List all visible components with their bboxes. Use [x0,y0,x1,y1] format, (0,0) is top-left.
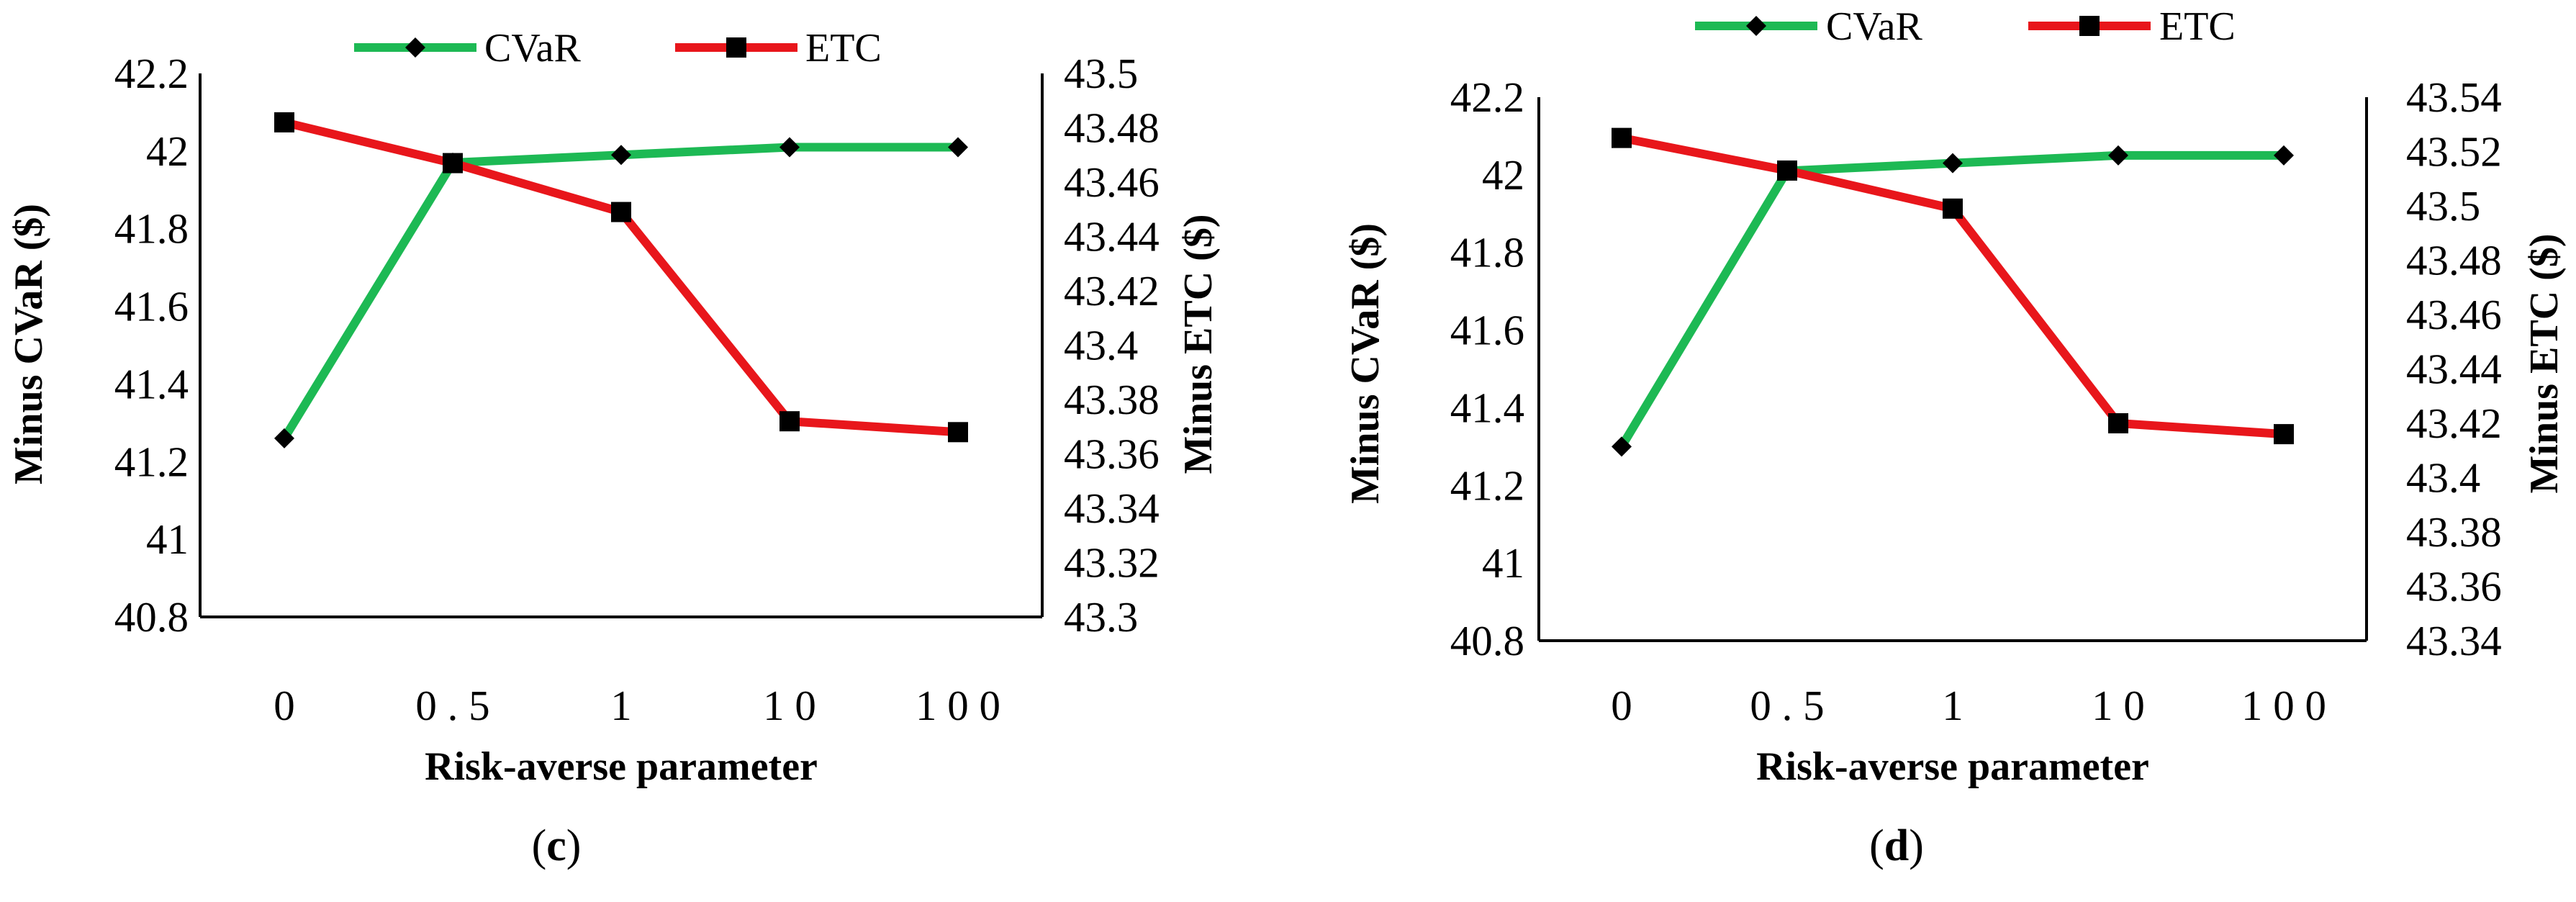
right-y-tick-label: 43.44 [2406,346,2502,393]
right-y-tick-label: 43.34 [2406,617,2502,664]
etc-point-marker [948,422,968,443]
etc-point-marker [1943,198,1963,219]
right-y-tick-label: 43.48 [1064,104,1160,152]
right-y-tick-label: 43.32 [1064,539,1160,587]
left-y-tick-label: 41.8 [114,205,189,253]
right-y-tick-label: 43.4 [1064,322,1138,369]
right-y-tick-label: 43.3 [1064,593,1138,641]
left-y-axis-title: Minus CVaR ($) [1343,223,1388,504]
cvar-point-marker [2108,145,2128,166]
legend-diamond-icon [405,37,425,58]
legend-square-icon [2079,16,2100,36]
caption-open-paren: ( [532,821,547,870]
etc-point-marker [274,112,294,132]
etc-series [274,112,968,443]
cvar-point-marker [2274,145,2294,166]
cvar-point-marker [779,137,800,158]
left-y-tick-label: 41.4 [114,360,189,407]
etc-point-marker [1612,127,1632,148]
left-y-tick-label: 41 [146,515,189,563]
x-tick-label: 1 [610,682,632,729]
etc-point-marker [2274,424,2294,445]
x-tick-label: 0 . 5 [1750,682,1824,729]
right-y-tick-label: 43.44 [1064,213,1160,261]
x-axis-title: Risk-averse parameter [1756,744,2149,789]
cvar-point-marker [611,145,631,166]
left-y-tick-label: 42.2 [1450,73,1524,121]
right-y-tick-label: 43.38 [2406,508,2502,556]
x-tick-label: 0 [274,682,295,729]
left-y-tick-label: 41.6 [1450,307,1524,354]
right-y-tick-label: 43.4 [2406,454,2480,502]
right-y-tick-label: 43.5 [2406,182,2480,230]
chart-panel: 40.8 41 41.2 41.4 41.6 41.8 42 42.2 43.34 43.36 43… [1343,4,2567,870]
etc-point-marker [611,202,631,222]
left-y-tick-label: 42 [1482,151,1524,199]
right-y-tick-label: 43.5 [1064,50,1138,97]
x-tick-label: 1 0 0 [2241,682,2326,729]
etc-point-marker [779,411,800,432]
etc-series [1612,127,2294,445]
caption-close-paren: ) [566,821,582,870]
right-y-tick-label: 43.46 [1064,158,1160,206]
left-y-tick-label: 41.8 [1450,229,1524,276]
etc-point-marker [443,153,463,173]
left-y-axis-title: Minus CVaR ($) [6,204,51,484]
etc-point-marker [1777,160,1797,181]
left-y-tick-label: 41.2 [1450,461,1524,509]
caption-close-paren: ) [1909,821,1924,870]
caption-open-paren: ( [1869,821,1884,870]
x-tick-label: 1 [1942,682,1963,729]
legend: CVaR ETC [1695,4,2236,49]
left-y-tick-label: 40.8 [1450,617,1524,664]
right-y-tick-label: 43.52 [2406,128,2502,176]
right-y-tick-label: 43.42 [1064,267,1160,315]
right-y-axis-title: Minus ETC ($) [1176,215,1221,474]
left-y-tick-label: 41 [1482,539,1524,587]
chart-panel: 40.8 41 41.2 41.4 41.6 41.8 42 42.2 43.3 43.32 43.… [6,26,1221,870]
cvar-series [1612,145,2294,457]
cvar-point-marker [948,137,968,158]
left-y-tick-label: 41.4 [1450,384,1524,431]
right-y-tick-label: 43.38 [1064,376,1160,423]
left-y-tick-label: 41.6 [114,283,189,330]
x-tick-label: 0 . 5 [415,682,489,729]
left-y-tick-label: 40.8 [114,593,189,641]
right-y-tick-label: 43.42 [2406,400,2502,447]
right-y-tick-label: 43.46 [2406,291,2502,338]
cvar-point-marker [1612,436,1632,457]
x-tick-label: 1 0 0 [916,682,1000,729]
cvar-point-marker [274,428,294,448]
right-y-tick-label: 43.36 [1064,430,1160,478]
legend-etc-label: ETC [805,26,882,71]
right-y-tick-label: 43.54 [2406,73,2502,121]
caption-letter: d [1884,821,1909,870]
right-y-axis-title: Minus ETC ($) [2522,234,2567,494]
right-y-tick-label: 43.34 [1064,484,1160,532]
caption-letter: c [546,821,566,870]
panel-caption: (c) [532,821,582,870]
cvar-point-marker [1943,153,1963,173]
legend-cvar-label: CVaR [1826,4,1922,49]
cvar-series-line [280,143,958,441]
x-tick-label: 0 [1611,682,1632,729]
legend-etc-label: ETC [2159,4,2236,49]
legend-diamond-icon [1746,16,1766,36]
x-tick-label: 1 0 [763,682,816,729]
left-y-tick-label: 42.2 [114,50,189,97]
left-y-tick-label: 41.2 [114,438,189,485]
etc-point-marker [2108,413,2128,433]
x-axis-title: Risk-averse parameter [425,744,818,789]
cvar-series [274,137,968,448]
legend-cvar-label: CVaR [484,26,581,71]
panel-caption: (d) [1869,821,1924,870]
legend-square-icon [726,37,746,58]
left-y-tick-label: 42 [146,127,189,175]
x-tick-label: 1 0 [2092,682,2145,729]
right-y-tick-label: 43.48 [2406,237,2502,284]
right-y-tick-label: 43.36 [2406,563,2502,610]
legend: CVaR ETC [354,26,882,71]
